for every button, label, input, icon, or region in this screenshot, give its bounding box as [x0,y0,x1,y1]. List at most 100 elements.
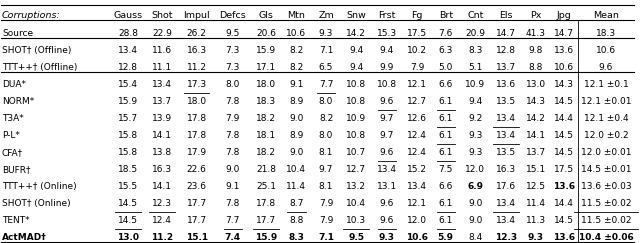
Text: 9.4: 9.4 [380,46,394,55]
Text: 15.9: 15.9 [118,97,138,106]
Text: 17.7: 17.7 [187,216,207,225]
Text: 13.6: 13.6 [554,46,574,55]
Text: 28.8: 28.8 [118,29,138,38]
Text: 7.1: 7.1 [319,46,333,55]
Text: 15.9: 15.9 [256,46,276,55]
Text: 17.3: 17.3 [187,80,207,89]
Text: 14.7: 14.7 [496,29,516,38]
Text: 7.3: 7.3 [225,46,240,55]
Text: 7.3: 7.3 [225,63,240,72]
Text: 15.8: 15.8 [118,148,138,157]
Text: 13.0: 13.0 [525,80,546,89]
Text: NORM*: NORM* [2,97,34,106]
Text: 13.4: 13.4 [496,131,516,140]
Text: Impul: Impul [183,11,210,20]
Text: 22.9: 22.9 [152,29,172,38]
Text: 9.0: 9.0 [468,216,483,225]
Text: 9.6: 9.6 [380,97,394,106]
Text: 6.6: 6.6 [438,80,453,89]
Text: 6.1: 6.1 [438,97,453,106]
Text: P-L*: P-L* [2,131,20,140]
Text: 8.2: 8.2 [289,63,303,72]
Text: 13.9: 13.9 [152,114,172,123]
Text: 22.6: 22.6 [187,165,207,174]
Text: 15.2: 15.2 [407,165,427,174]
Text: CFA†: CFA† [2,148,23,157]
Text: 14.5 ±0.01: 14.5 ±0.01 [580,165,631,174]
Text: Zm: Zm [318,11,334,20]
Text: 14.2: 14.2 [526,114,546,123]
Text: 13.6: 13.6 [553,233,575,242]
Text: 13.6 ±0.03: 13.6 ±0.03 [580,182,631,191]
Text: 17.8: 17.8 [187,131,207,140]
Text: 10.8: 10.8 [346,97,366,106]
Text: 14.5: 14.5 [118,199,138,208]
Text: 13.4: 13.4 [496,199,516,208]
Text: 6.3: 6.3 [438,46,453,55]
Text: 9.6: 9.6 [599,63,613,72]
Text: Gauss: Gauss [113,11,143,20]
Text: 9.3: 9.3 [468,131,483,140]
Text: 11.5 ±0.02: 11.5 ±0.02 [580,199,631,208]
Text: 18.3: 18.3 [256,97,276,106]
Text: Gls: Gls [259,11,273,20]
Text: 7.9: 7.9 [410,63,424,72]
Text: 9.3: 9.3 [319,29,333,38]
Text: 14.5: 14.5 [118,216,138,225]
Text: 14.5: 14.5 [554,131,574,140]
Text: 13.1: 13.1 [377,182,397,191]
Text: Jpg: Jpg [557,11,572,20]
Text: 11.3: 11.3 [525,216,546,225]
Text: 20.9: 20.9 [465,29,485,38]
Text: 12.1 ±0.01: 12.1 ±0.01 [580,97,631,106]
Text: TTT++† (Offline): TTT++† (Offline) [2,63,77,72]
Text: 25.1: 25.1 [256,182,276,191]
Text: 10.8: 10.8 [346,80,366,89]
Text: 7.9: 7.9 [319,199,333,208]
Text: 9.2: 9.2 [468,114,483,123]
Text: 9.8: 9.8 [529,46,543,55]
Text: 6.1: 6.1 [438,216,453,225]
Text: 6.9: 6.9 [467,182,483,191]
Text: 9.1: 9.1 [289,80,303,89]
Text: 13.5: 13.5 [496,148,516,157]
Text: 17.7: 17.7 [256,216,276,225]
Text: 11.1: 11.1 [152,63,172,72]
Text: SHOT† (Offline): SHOT† (Offline) [2,46,71,55]
Text: 9.1: 9.1 [225,182,240,191]
Text: 12.3: 12.3 [495,233,517,242]
Text: 13.4: 13.4 [496,216,516,225]
Text: 13.4: 13.4 [377,165,397,174]
Text: 12.1: 12.1 [407,80,427,89]
Text: 12.1: 12.1 [407,199,427,208]
Text: 9.0: 9.0 [468,199,483,208]
Text: 14.5: 14.5 [554,148,574,157]
Text: 7.1: 7.1 [318,233,334,242]
Text: 16.3: 16.3 [496,165,516,174]
Text: Mtn: Mtn [287,11,305,20]
Text: 17.1: 17.1 [256,63,276,72]
Text: 14.4: 14.4 [554,199,574,208]
Text: 13.8: 13.8 [152,148,172,157]
Text: TENT*: TENT* [2,216,29,225]
Text: 8.1: 8.1 [319,148,333,157]
Text: 7.8: 7.8 [225,97,240,106]
Text: 15.1: 15.1 [186,233,208,242]
Text: 13.0: 13.0 [117,233,139,242]
Text: 8.9: 8.9 [289,97,303,106]
Text: 17.8: 17.8 [256,199,276,208]
Text: 15.7: 15.7 [118,114,138,123]
Text: 7.6: 7.6 [438,29,453,38]
Text: 17.5: 17.5 [554,165,574,174]
Text: 14.5: 14.5 [554,216,574,225]
Text: 10.4 ±0.06: 10.4 ±0.06 [579,233,634,242]
Text: 8.1: 8.1 [319,182,333,191]
Text: 10.8: 10.8 [346,131,366,140]
Text: 12.7: 12.7 [346,165,366,174]
Text: 10.6: 10.6 [554,63,574,72]
Text: BUFR†: BUFR† [2,165,31,174]
Text: 7.7: 7.7 [319,80,333,89]
Text: 6.6: 6.6 [438,182,453,191]
Text: 12.3: 12.3 [152,199,172,208]
Text: 10.4: 10.4 [346,199,366,208]
